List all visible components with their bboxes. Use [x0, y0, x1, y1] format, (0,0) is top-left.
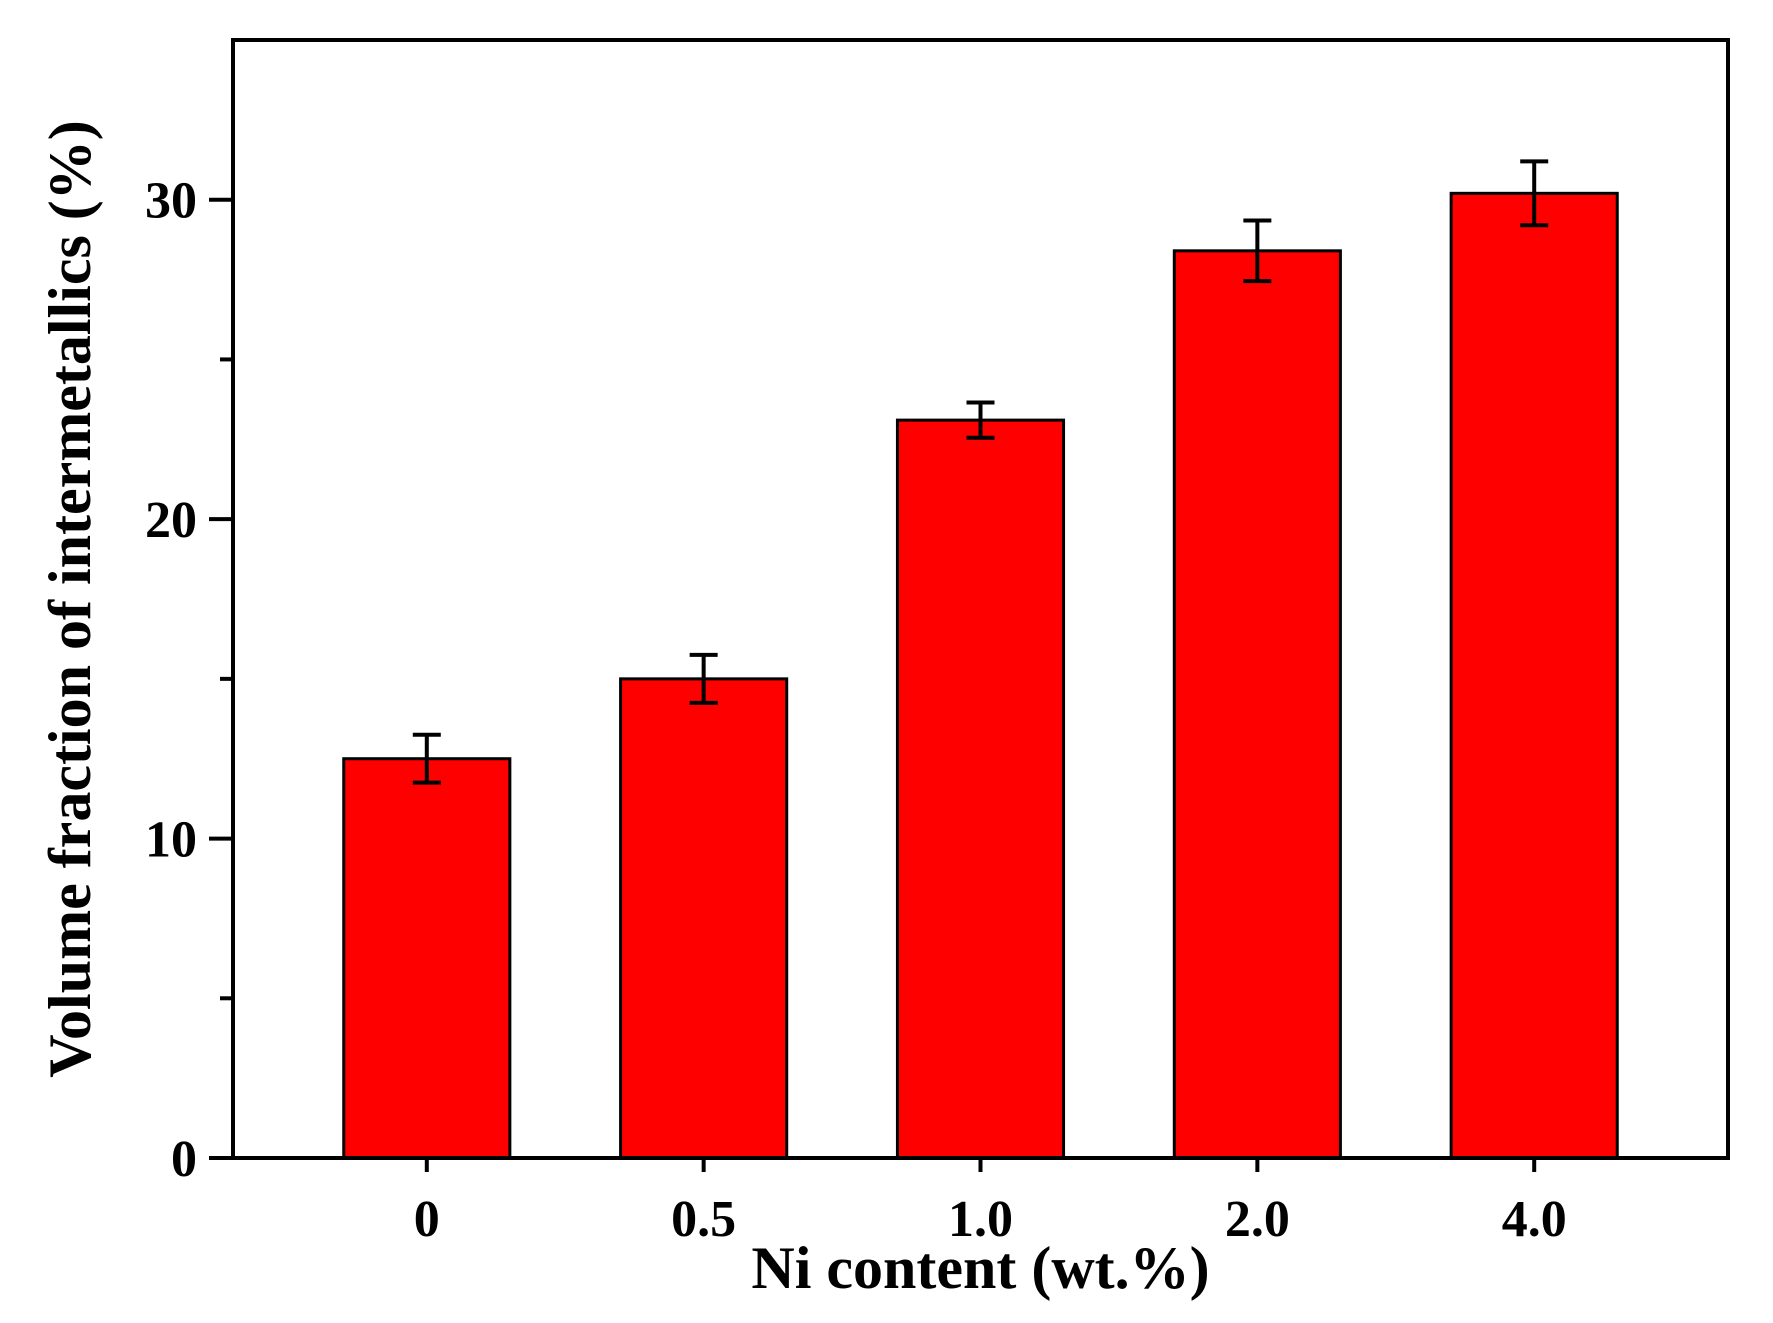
x-axis-title: Ni content (wt.%)	[751, 1235, 1209, 1301]
bar-2	[895, 418, 1066, 1160]
y-tick-label-3: 30	[145, 173, 197, 230]
y-tick-label-2: 20	[145, 492, 197, 549]
y-axis-title: Volume fraction of intermetallics (%)	[37, 120, 103, 1078]
x-tick-label-1: 0.5	[671, 1191, 736, 1248]
x-tick-label-0: 0	[414, 1191, 440, 1248]
bar-1	[619, 677, 789, 1160]
y-tick-label-1: 10	[145, 812, 197, 869]
bars-layer	[342, 191, 1619, 1160]
error-bars-layer	[412, 159, 1549, 785]
x-tick-label-3: 2.0	[1225, 1191, 1290, 1248]
tick-labels-layer: 0 0.5 1.0 2.0 4.0 0 10 20 30	[145, 173, 1567, 1248]
x-tick-label-2: 1.0	[948, 1191, 1013, 1248]
bar-0	[342, 757, 512, 1160]
bar-3	[1172, 249, 1342, 1160]
x-tick-label-4: 4.0	[1502, 1191, 1567, 1248]
ticks-layer	[209, 197, 1537, 1172]
y-tick-label-0: 0	[171, 1131, 197, 1188]
bar-4	[1449, 191, 1619, 1160]
